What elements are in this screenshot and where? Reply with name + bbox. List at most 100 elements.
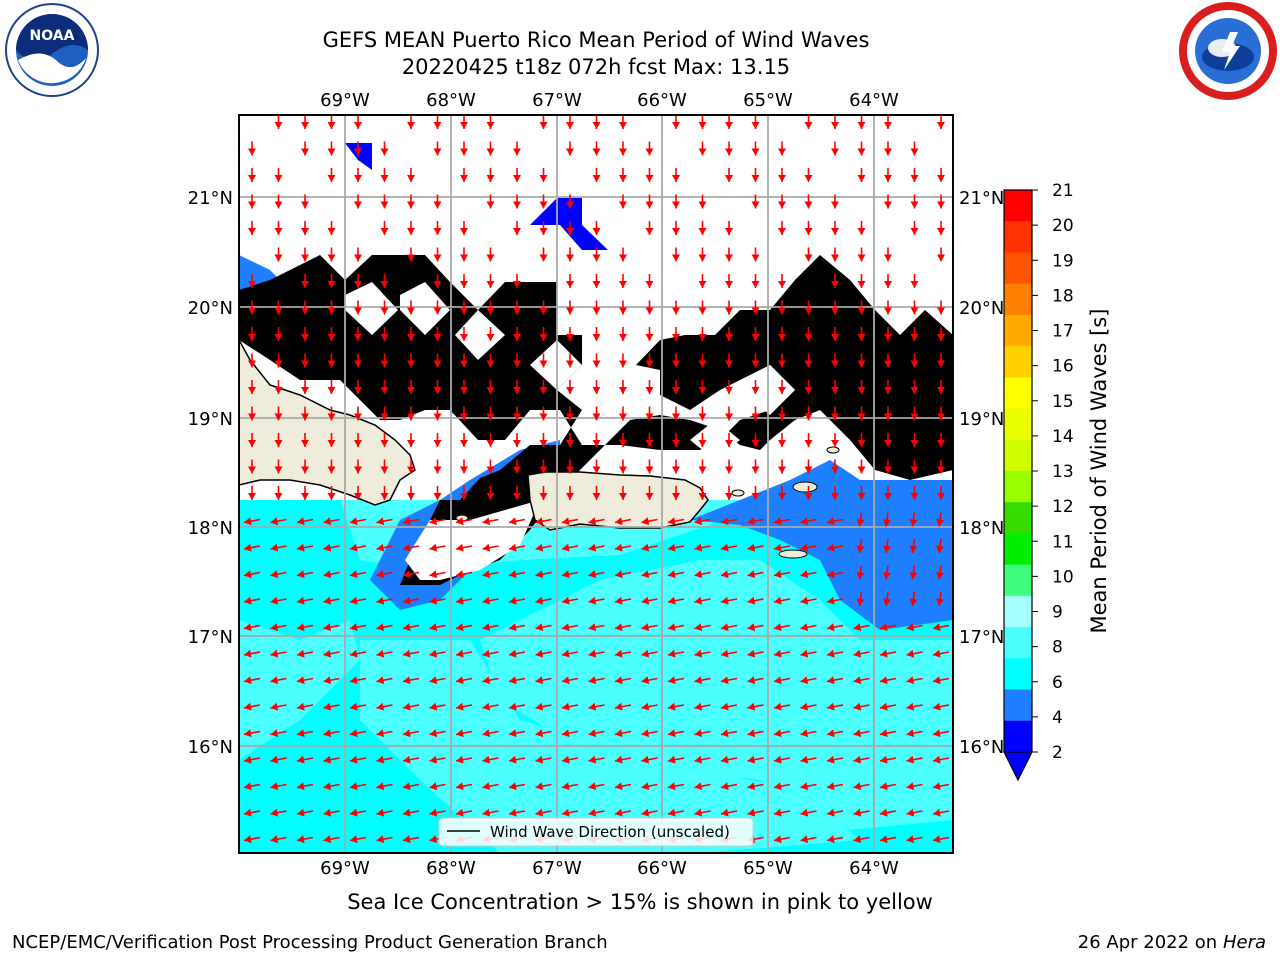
wave-arrowhead-icon xyxy=(827,676,835,685)
wave-arrowhead-icon xyxy=(641,623,650,632)
wave-arrowhead-icon xyxy=(566,387,574,394)
wave-arrowhead-icon xyxy=(539,466,548,474)
wave-arrowhead-icon xyxy=(592,493,601,500)
wave-arrowhead-icon xyxy=(778,228,786,235)
wave-arrow-icon xyxy=(800,677,817,683)
wave-arrowhead-icon xyxy=(460,413,468,421)
wave-arrowhead-icon xyxy=(274,254,283,262)
wave-arrowhead-icon xyxy=(327,466,336,474)
wave-arrowhead-icon xyxy=(725,493,733,500)
wave-arrowhead-icon xyxy=(800,596,809,605)
wave-arrowhead-icon xyxy=(566,466,574,474)
wave-arrowhead-icon xyxy=(433,281,442,288)
wave-arrowhead-icon xyxy=(297,808,305,817)
wave-arrowhead-icon xyxy=(380,334,389,341)
wave-arrowhead-icon xyxy=(301,440,309,447)
wave-arrow-icon xyxy=(535,757,552,762)
wave-arrowhead-icon xyxy=(668,782,676,791)
wave-arrow-icon xyxy=(932,677,950,683)
wave-arrowhead-icon xyxy=(588,676,597,685)
colorbar-tick-label: 9 xyxy=(1052,603,1063,623)
wave-arrowhead-icon xyxy=(509,702,517,711)
wave-arrow-icon xyxy=(535,598,552,603)
wave-arrowhead-icon xyxy=(804,440,813,447)
wave-arrow-icon xyxy=(932,757,950,762)
wave-arrowhead-icon xyxy=(323,676,332,685)
wave-arrow-icon xyxy=(800,624,817,630)
wave-arrowhead-icon xyxy=(615,782,623,791)
wave-arrowhead-icon xyxy=(486,307,495,315)
wave-arrow-icon xyxy=(614,757,632,762)
wave-arrowhead-icon xyxy=(297,702,305,711)
wave-arrowhead-icon xyxy=(937,307,945,315)
wave-arrowhead-icon xyxy=(884,307,892,315)
wave-arrowhead-icon xyxy=(274,175,283,182)
wave-arrowhead-icon xyxy=(323,596,332,605)
wave-arrowhead-icon xyxy=(856,545,865,553)
colorbar-tick-label: 17 xyxy=(1052,322,1074,342)
wave-arrowhead-icon xyxy=(831,360,839,368)
wave-arrowhead-icon xyxy=(482,543,491,552)
wave-arrow-icon xyxy=(906,704,923,709)
wave-arrow-icon xyxy=(535,518,552,524)
wave-arrow-icon xyxy=(773,757,791,762)
wave-arrowhead-icon xyxy=(248,201,256,209)
wave-arrowhead-icon xyxy=(906,676,915,685)
wave-arrowhead-icon xyxy=(456,517,464,526)
wave-arrow-icon xyxy=(296,836,314,842)
wave-arrowhead-icon xyxy=(562,676,570,685)
wave-arrowhead-icon xyxy=(857,360,866,368)
wave-arrowhead-icon xyxy=(301,122,309,129)
wave-arrowhead-icon xyxy=(513,201,521,209)
wave-arrowhead-icon xyxy=(486,201,495,209)
wave-arrowhead-icon xyxy=(668,543,676,552)
wave-arrow-icon xyxy=(429,730,446,736)
wave-arrowhead-icon xyxy=(354,281,362,288)
wave-arrowhead-icon xyxy=(460,440,468,447)
wave-arrowhead-icon xyxy=(698,307,707,315)
wave-arrowhead-icon xyxy=(407,466,415,474)
wave-arrowhead-icon xyxy=(725,360,733,368)
wave-arrowhead-icon xyxy=(429,596,438,605)
wave-arrowhead-icon xyxy=(509,729,517,738)
wave-arrow-icon xyxy=(243,651,261,656)
wave-arrow-icon xyxy=(911,565,916,580)
wave-arrow-icon xyxy=(800,757,817,762)
wave-arrowhead-icon xyxy=(884,440,892,447)
wave-arrow-icon xyxy=(349,730,367,736)
wave-arrow-icon xyxy=(296,704,314,709)
wave-arrowhead-icon xyxy=(297,755,305,764)
wave-arrow-icon xyxy=(694,704,711,709)
sea-ice-caption: Sea Ice Concentration > 15% is shown in … xyxy=(347,890,933,914)
wave-arrowhead-icon xyxy=(327,175,336,182)
wave-arrowhead-icon xyxy=(327,334,336,341)
wave-arrowhead-icon xyxy=(376,702,385,711)
wave-arrowhead-icon xyxy=(857,466,866,474)
wave-arrowhead-icon xyxy=(539,387,548,394)
wave-arrowhead-icon xyxy=(774,702,782,711)
wave-arrowhead-icon xyxy=(592,281,601,288)
wave-arrowhead-icon xyxy=(641,755,650,764)
wave-arrow-icon xyxy=(561,545,579,550)
wave-arrowhead-icon xyxy=(354,413,362,421)
wave-arrowhead-icon xyxy=(778,175,786,182)
wave-arrowhead-icon xyxy=(327,254,336,262)
wave-arrowhead-icon xyxy=(857,254,866,262)
wave-arrowhead-icon xyxy=(460,175,468,182)
colorbar-segment xyxy=(1004,595,1032,628)
wave-arrowhead-icon xyxy=(482,596,491,605)
wave-arrowhead-icon xyxy=(751,493,760,500)
wave-arrowhead-icon xyxy=(800,782,809,791)
wave-arrow-icon xyxy=(720,836,738,842)
wave-arrowhead-icon xyxy=(376,676,385,685)
wave-arrowhead-icon xyxy=(725,334,733,341)
lat-label: 19°N xyxy=(959,409,1004,430)
wave-arrowhead-icon xyxy=(509,649,517,658)
wave-arrow-icon xyxy=(747,783,764,789)
wave-arrowhead-icon xyxy=(509,782,517,791)
wave-arrow-icon xyxy=(296,545,314,550)
wave-arrowhead-icon xyxy=(884,334,892,341)
colorbar-tick-label: 4 xyxy=(1052,708,1063,728)
wave-arrowhead-icon xyxy=(429,570,438,579)
wave-arrowhead-icon xyxy=(751,440,760,447)
